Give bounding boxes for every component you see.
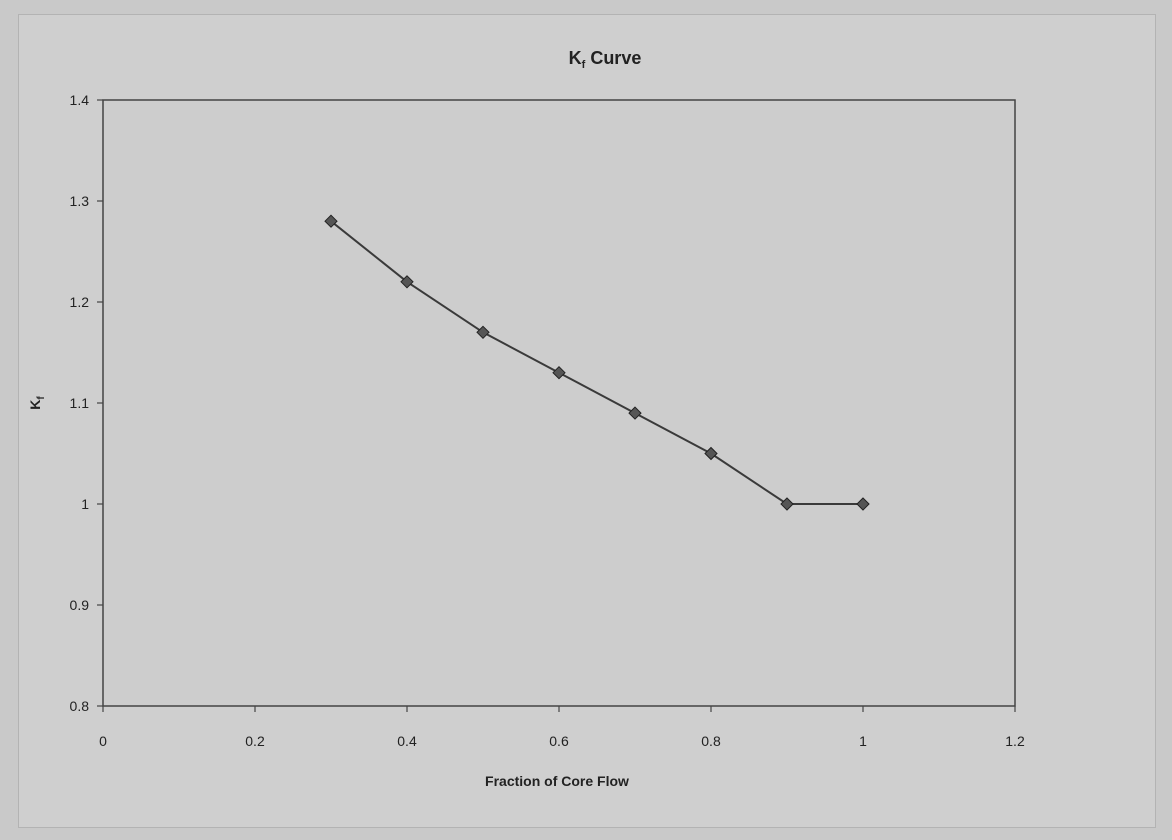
data-point-marker	[476, 325, 490, 340]
data-point-marker	[324, 214, 338, 228]
data-point-marker	[780, 497, 794, 511]
chart-title: Kf Curve	[569, 48, 642, 71]
x-axis-title: Fraction of Core Flow	[485, 773, 629, 789]
data-point-marker	[552, 365, 566, 380]
y-axis-title-group: Kf	[27, 396, 47, 410]
x-axis: 0 0.2 0.4 0.6 0.8 1 1.2	[99, 706, 1025, 749]
data-point-marker	[400, 275, 414, 289]
y-axis: 0.8 0.9 1 1.1 1.2 1.3 1.4	[70, 92, 103, 714]
x-tick-label: 1.2	[1005, 733, 1025, 749]
x-tick-label: 0.2	[245, 733, 265, 749]
y-tick-label: 0.8	[70, 698, 90, 714]
y-tick-label: 1.4	[70, 92, 90, 108]
data-point-marker	[704, 446, 718, 461]
x-tick-label: 0.8	[701, 733, 721, 749]
y-tick-label: 1	[81, 496, 89, 512]
series-layer	[324, 214, 870, 511]
data-point-marker	[628, 406, 642, 420]
y-tick-label: 0.9	[70, 597, 90, 613]
x-tick-label: 1	[859, 733, 867, 749]
data-point-marker	[856, 497, 870, 511]
y-tick-label: 1.1	[70, 395, 90, 411]
y-tick-label: 1.2	[70, 294, 90, 310]
plot-area	[102, 99, 1016, 707]
y-axis-title: Kf	[27, 396, 47, 410]
x-tick-label: 0.4	[397, 733, 417, 749]
series-line	[330, 220, 863, 505]
x-tick-label: 0	[99, 733, 107, 749]
x-tick-label: 0.6	[549, 733, 569, 749]
y-tick-label: 1.3	[70, 193, 90, 209]
